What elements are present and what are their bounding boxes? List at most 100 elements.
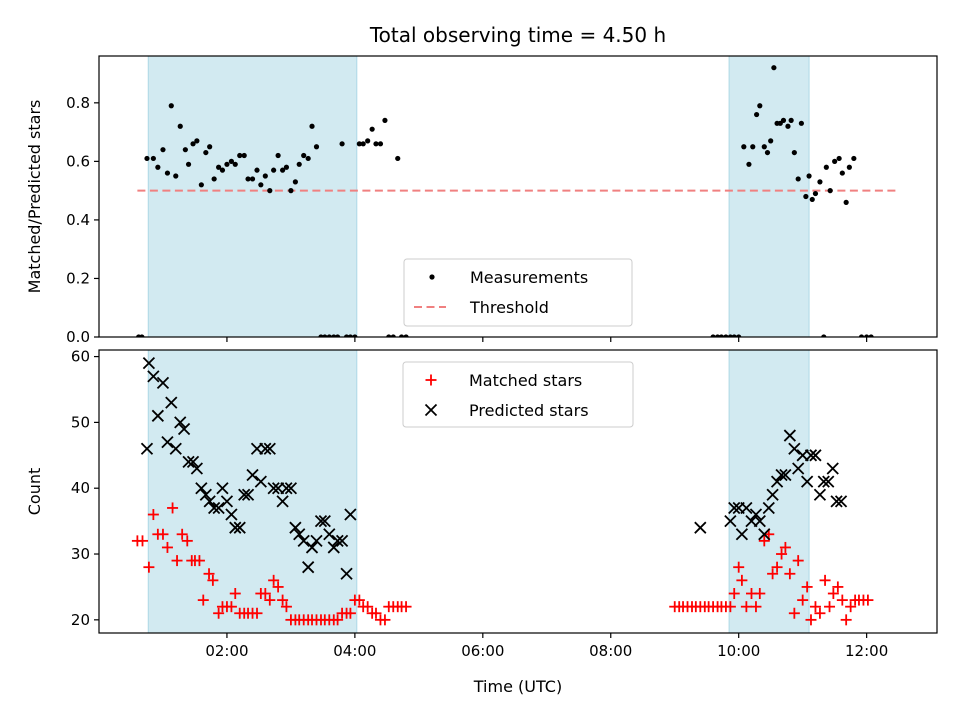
- predicted-star-point: [263, 442, 276, 455]
- measurement-point: [757, 103, 763, 109]
- matched-star-point: [268, 574, 280, 586]
- measurement-point: [275, 152, 281, 159]
- predicted-star-point: [165, 396, 178, 409]
- matched-star-point: [362, 601, 374, 613]
- bottom-data: [131, 357, 874, 626]
- predicted-star-point: [156, 376, 170, 390]
- measurement-point: [150, 155, 156, 162]
- measurement-point: [398, 334, 405, 337]
- matched-star-point: [161, 541, 173, 553]
- matched-star-point: [251, 607, 263, 619]
- matched-star-point: [809, 601, 821, 613]
- predicted-star-point: [254, 475, 267, 488]
- top-y-axis-label: Matched/Predicted stars: [25, 100, 44, 294]
- matched-star-point: [157, 528, 169, 540]
- measurement-point: [768, 138, 774, 144]
- matched-star-point: [750, 601, 762, 613]
- measurement-point: [780, 117, 787, 123]
- legend-measurement-marker: [429, 274, 435, 280]
- measurement-point: [761, 144, 767, 150]
- measurement-point: [173, 173, 179, 179]
- predicted-star-point: [233, 521, 246, 534]
- matched-star-point: [827, 588, 839, 600]
- measurement-point: [785, 123, 791, 129]
- measurement-point: [288, 188, 294, 194]
- measurement-point: [851, 155, 857, 162]
- measurement-point: [313, 144, 320, 150]
- measurement-point: [241, 152, 247, 159]
- predicted-star-point: [177, 422, 191, 436]
- measurement-point: [339, 141, 345, 147]
- predicted-star-point: [186, 455, 200, 469]
- predicted-star-point: [195, 482, 208, 495]
- measurement-point: [803, 193, 809, 200]
- x-tick-label: 04:00: [333, 642, 376, 660]
- matched-star-point: [788, 607, 800, 619]
- legend-predicted-marker: [424, 403, 438, 417]
- predicted-star-point: [289, 521, 302, 534]
- predicted-star-point: [724, 514, 737, 528]
- measurement-point: [190, 141, 196, 147]
- predicted-star-point: [190, 462, 204, 475]
- measurement-point: [373, 141, 379, 147]
- predicted-star-point: [293, 528, 306, 541]
- measurement-point: [791, 149, 797, 156]
- measurement-point: [832, 158, 838, 164]
- matched-star-point: [776, 548, 788, 560]
- matched-star-point: [264, 594, 276, 606]
- matched-star-point: [332, 614, 344, 626]
- measurement-point: [352, 334, 358, 337]
- matched-star-point: [277, 594, 289, 606]
- measurement-point: [390, 334, 396, 337]
- predicted-star-point: [284, 482, 298, 495]
- legend-label: Predicted stars: [469, 401, 589, 420]
- matched-star-point: [207, 574, 219, 586]
- y-tick-label: 50: [71, 413, 90, 431]
- matched-star-point: [832, 581, 844, 593]
- predicted-star-point: [740, 501, 753, 515]
- measurement-point: [347, 334, 353, 337]
- predicted-star-point: [327, 541, 340, 554]
- predicted-star-point: [267, 482, 280, 495]
- predicted-star-point: [225, 508, 238, 521]
- measurement-point: [309, 123, 315, 129]
- matched-star-point: [280, 601, 292, 613]
- measurement-point: [750, 144, 756, 150]
- predicted-star-point: [749, 508, 763, 521]
- measurement-point: [771, 65, 777, 71]
- measurement-point: [296, 161, 302, 167]
- predicted-star-point: [826, 462, 839, 475]
- measurement-point: [836, 155, 842, 162]
- matched-star-point: [259, 588, 271, 600]
- x-tick-label: 06:00: [461, 642, 504, 660]
- predicted-star-point: [280, 482, 293, 495]
- measurement-point: [714, 334, 721, 337]
- measurement-point: [322, 334, 328, 337]
- y-tick-label: 0.4: [66, 211, 90, 229]
- predicted-star-point: [246, 468, 259, 482]
- bottom-legend: Matched stars Predicted stars: [402, 361, 634, 428]
- y-tick-label: 30: [71, 545, 90, 563]
- observing-span-1: [147, 55, 358, 338]
- matched-star-point: [845, 601, 857, 613]
- legend-label: Measurements: [470, 268, 588, 287]
- measurement-point: [798, 120, 804, 126]
- predicted-star-point: [331, 534, 344, 547]
- measurement-point: [168, 103, 174, 109]
- matched-star-point: [792, 555, 804, 567]
- matched-star-point: [213, 607, 225, 619]
- predicted-star-point: [728, 501, 741, 515]
- measurement-point: [318, 334, 324, 337]
- measurement-point: [335, 334, 341, 337]
- predicted-star-point: [212, 501, 225, 515]
- predicted-star-point: [203, 495, 216, 508]
- matched-star-point: [379, 614, 391, 626]
- matched-star-point: [176, 528, 188, 540]
- measurement-point: [164, 170, 171, 176]
- measurement-point: [203, 149, 209, 156]
- predicted-star-point: [151, 409, 164, 422]
- y-tick-label: 40: [71, 479, 90, 497]
- matched-star-point: [784, 568, 796, 580]
- predicted-star-point: [229, 521, 242, 534]
- predicted-star-point: [804, 449, 818, 462]
